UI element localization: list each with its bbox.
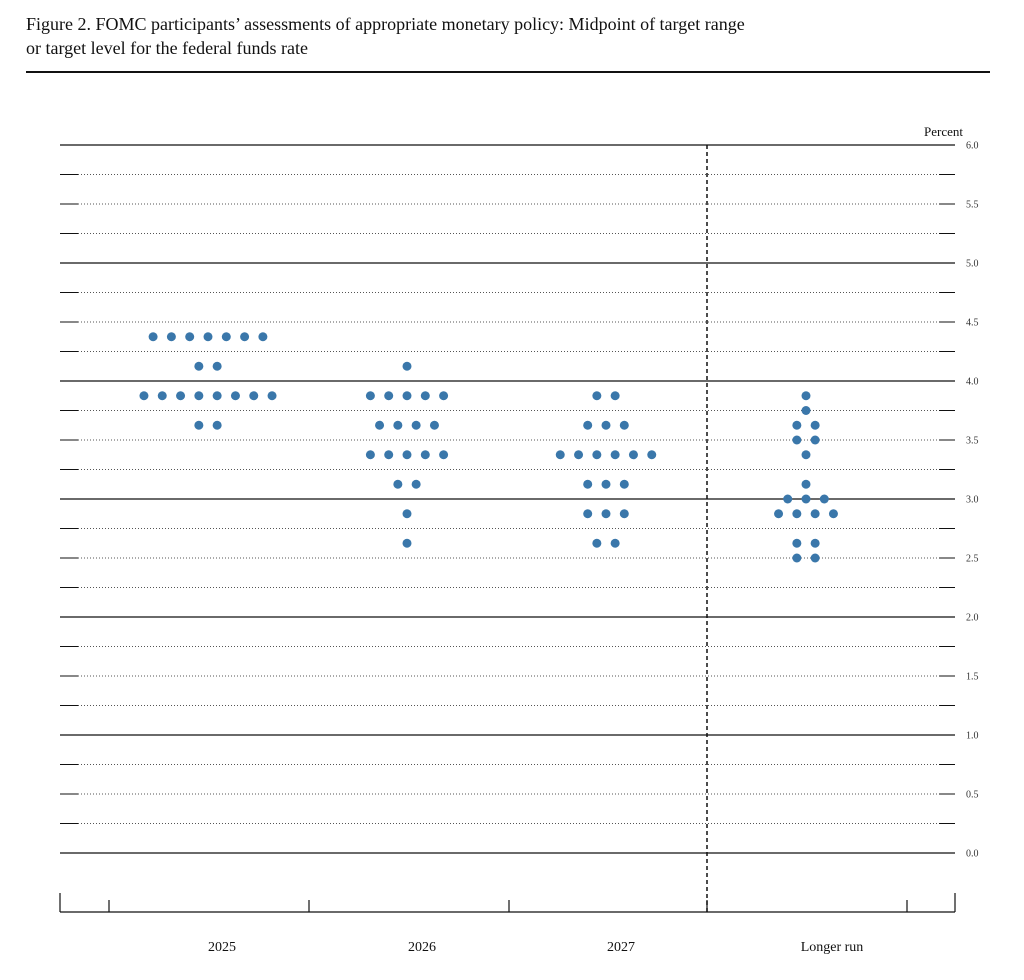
dot [555,450,565,460]
dot [157,391,167,401]
dot [411,420,421,430]
dot [583,479,593,489]
dot [384,450,394,460]
dot [574,450,584,460]
y-tick-label: 5.5 [966,200,979,211]
dot [592,538,602,548]
x-tick-label: 2027 [607,940,635,955]
dot [792,420,802,430]
dot [610,450,620,460]
dot [628,450,638,460]
dot [774,509,784,519]
dot [439,391,449,401]
dot [221,332,231,342]
dot [619,479,629,489]
dot [610,538,620,548]
dot [393,479,403,489]
y-tick-label: 1.0 [966,731,979,742]
x-tick-label: Longer run [801,940,864,955]
dot [230,391,240,401]
chart-title: Figure 2. FOMC participants’ assessments… [26,14,745,34]
dot [194,420,204,430]
x-tick-label: 2025 [208,940,236,955]
dot [166,332,176,342]
dot [185,332,195,342]
dot [810,553,820,563]
dot [365,391,375,401]
x-tick-label: 2026 [408,940,436,955]
dot [203,332,213,342]
dot [402,509,412,519]
y-tick-label: 1.5 [966,672,979,683]
dot [402,391,412,401]
dot [592,450,602,460]
dot [194,391,204,401]
dot [810,509,820,519]
dot [801,494,811,504]
y-tick-label: 3.5 [966,436,979,447]
dot [801,406,811,415]
dot [258,332,268,342]
y-tick-label: 5.0 [966,259,979,270]
dot [212,420,222,430]
dot [384,391,394,401]
y-tick-label: 2.0 [966,613,979,624]
dot [819,494,829,504]
y-tick-label: 4.5 [966,318,979,329]
dot [148,332,158,342]
dot [176,391,186,401]
dot [801,391,811,401]
dot [592,391,602,401]
y-axis-label: Percent [924,124,963,139]
dot [783,494,793,504]
y-tick-label: 2.5 [966,554,979,565]
dot [610,391,620,401]
dot [212,361,222,371]
dot [402,538,412,548]
chart-title-line-2: or target level for the federal funds ra… [26,38,308,58]
y-tick-label: 0.5 [966,790,979,801]
dot [810,420,820,430]
dot [365,450,375,460]
dot [439,450,449,460]
dot [792,509,802,519]
dot [393,420,403,430]
dot [601,509,611,519]
dot [402,361,412,371]
dot [647,450,657,460]
x-axis [59,893,956,913]
dot [601,420,611,430]
dot [619,420,629,430]
y-tick-label: 6.0 [966,141,979,152]
dot [792,538,802,548]
dot [792,553,802,563]
dot [420,450,430,460]
dot [619,509,629,519]
dot [240,332,250,342]
dot [267,391,277,401]
dot [828,509,838,519]
dot [429,420,439,430]
dot [810,435,820,445]
dot [601,479,611,489]
dot [810,538,820,548]
dot [583,509,593,519]
dot [249,391,259,401]
dot [792,435,802,445]
dot [212,391,222,401]
dot [420,391,430,401]
dot [402,450,412,460]
dot [801,479,811,489]
dot [583,420,593,430]
y-tick-label: 4.0 [966,377,979,388]
dot [375,420,385,430]
dot [411,479,421,489]
dot [194,361,204,371]
dot [801,450,811,460]
dot [139,391,149,401]
y-tick-label: 0.0 [966,849,979,860]
y-tick-label: 3.0 [966,495,979,506]
